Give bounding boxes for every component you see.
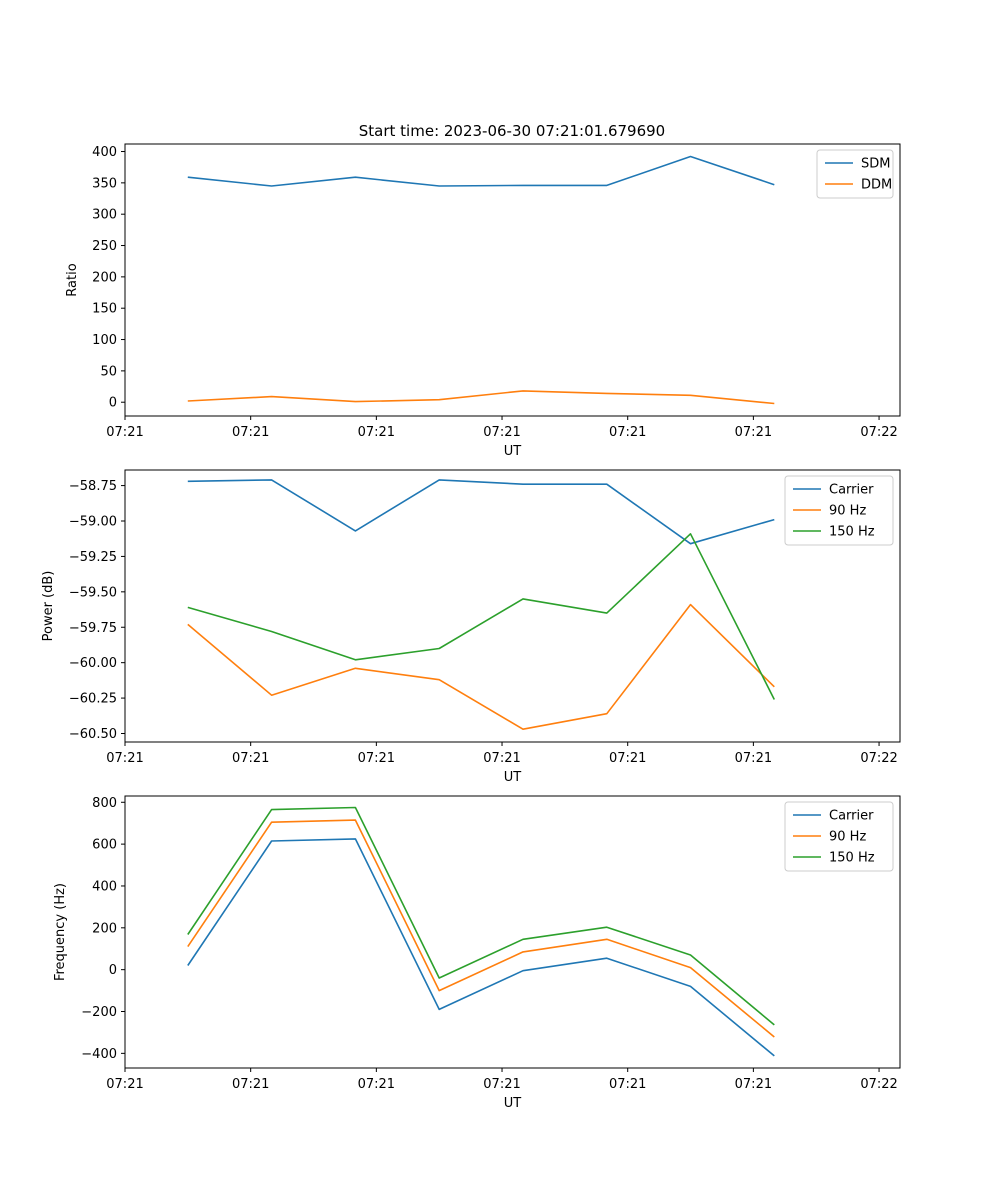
legend-frame: [816, 149, 894, 199]
series-line-ddm: [187, 390, 775, 405]
y-tick-label: 0: [109, 963, 117, 978]
y-tick-label: 150: [92, 302, 117, 317]
y-tick-label: 50: [100, 364, 117, 379]
x-tick-label: 07:21: [735, 751, 772, 766]
axes-frame: [124, 469, 901, 743]
legend-frame: [784, 475, 894, 546]
legend-label: SDM: [861, 157, 890, 172]
x-tick-label: 07:22: [860, 425, 897, 440]
x-tick-label: 07:22: [860, 751, 897, 766]
x-tick-label: 07:21: [232, 751, 269, 766]
legend-label: 90 Hz: [829, 504, 866, 519]
legend-frame: [784, 801, 894, 872]
figure-title: Start time: 2023-06-30 07:21:01.679690: [359, 122, 665, 140]
y-axis-label: Power (dB): [41, 571, 56, 642]
y-tick-label: 600: [92, 838, 117, 853]
legend: Carrier 90 Hz 150 Hz: [784, 475, 894, 546]
chart-panel-2: 07:21 07:21 07:21 07:21 07:21 07:21 07:22 −60.5…: [41, 469, 901, 785]
legend-label: 150 Hz: [829, 851, 875, 866]
y-tick-label: −60.25: [69, 692, 117, 707]
y-tick-label: −59.25: [69, 550, 117, 565]
y-tick-label: 400: [92, 145, 117, 160]
chart-panels: 07:21 07:21 07:21 07:21 07:21 07:21 07:22 0 50 10…: [41, 143, 901, 1111]
series-line-carrier: [187, 838, 775, 1057]
axes-frame: [124, 795, 901, 1069]
x-tick-label: 07:21: [609, 1077, 646, 1092]
x-tick-label: 07:21: [358, 751, 395, 766]
legend-label: 90 Hz: [829, 830, 866, 845]
x-axis-label: UT: [504, 444, 522, 459]
x-tick-label: 07:21: [106, 425, 143, 440]
y-tick-label: −60.50: [69, 727, 117, 742]
series-line-90-hz: [187, 603, 775, 731]
series-line-sdm: [187, 155, 775, 187]
y-axis-label: Frequency (Hz): [53, 883, 68, 981]
series-line-90-hz: [187, 819, 775, 1038]
x-tick-label: 07:21: [358, 425, 395, 440]
x-tick-label: 07:21: [735, 425, 772, 440]
y-tick-label: 100: [92, 333, 117, 348]
y-tick-label: −60.00: [69, 656, 117, 671]
legend-label: Carrier: [829, 483, 874, 498]
x-tick-label: 07:21: [735, 1077, 772, 1092]
chart-panel-3: 07:21 07:21 07:21 07:21 07:21 07:21 07:22 −400 −…: [53, 795, 901, 1111]
y-tick-label: 200: [92, 921, 117, 936]
y-tick-label: 400: [92, 879, 117, 894]
legend: SDM DDM: [816, 149, 894, 199]
y-tick-label: −59.50: [69, 585, 117, 600]
y-tick-label: −58.75: [69, 479, 117, 494]
y-tick-label: 800: [92, 796, 117, 811]
series-line-carrier: [187, 479, 775, 545]
legend-label: 150 Hz: [829, 525, 875, 540]
legend: Carrier 90 Hz 150 Hz: [784, 801, 894, 872]
x-tick-label: 07:21: [106, 1077, 143, 1092]
legend-label: Carrier: [829, 809, 874, 824]
y-tick-label: −400: [81, 1047, 117, 1062]
x-tick-label: 07:21: [609, 425, 646, 440]
x-tick-label: 07:21: [232, 425, 269, 440]
axes-frame: [124, 143, 901, 417]
x-tick-label: 07:21: [232, 1077, 269, 1092]
x-tick-label: 07:21: [483, 751, 520, 766]
y-tick-label: 0: [109, 396, 117, 411]
x-axis-label: UT: [504, 1096, 522, 1111]
y-tick-label: 300: [92, 208, 117, 223]
x-axis-label: UT: [504, 770, 522, 785]
y-axis-label: Ratio: [65, 263, 80, 296]
x-tick-label: 07:21: [358, 1077, 395, 1092]
chart-panel-1: 07:21 07:21 07:21 07:21 07:21 07:21 07:22 0 50 10…: [65, 143, 901, 459]
x-tick-label: 07:21: [483, 425, 520, 440]
y-tick-label: 250: [92, 239, 117, 254]
y-tick-label: −200: [81, 1005, 117, 1020]
x-tick-label: 07:21: [609, 751, 646, 766]
legend-label: DDM: [861, 178, 892, 193]
x-tick-label: 07:21: [106, 751, 143, 766]
x-tick-label: 07:22: [860, 1077, 897, 1092]
series-line-150-hz: [187, 806, 775, 1026]
y-tick-label: 350: [92, 176, 117, 191]
y-tick-label: 200: [92, 270, 117, 285]
y-tick-label: −59.00: [69, 515, 117, 530]
series-line-150-hz: [187, 532, 776, 700]
x-tick-label: 07:21: [483, 1077, 520, 1092]
y-tick-label: −59.75: [69, 621, 117, 636]
